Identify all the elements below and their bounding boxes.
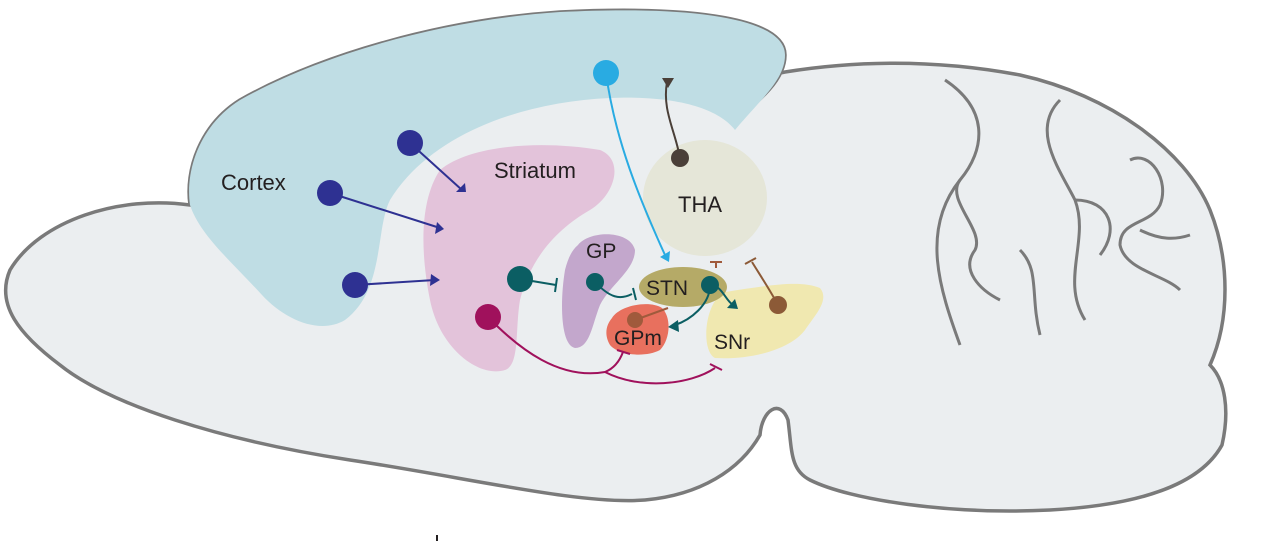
cortical-projections (317, 130, 466, 298)
hyperdirect-projection (593, 60, 670, 262)
cortex-region (189, 10, 786, 326)
tha-region (643, 140, 767, 256)
inhibitory-terminal (554, 277, 558, 293)
arrowhead (662, 78, 674, 88)
snr-label: SNr (714, 331, 750, 354)
arrowhead (430, 274, 440, 286)
snr-to-tha (744, 257, 787, 314)
thalamic-neuron (671, 149, 689, 167)
striatum-to-gp (507, 266, 558, 293)
inhibitory-terminal (709, 363, 723, 371)
cortex-label: Cortex (221, 170, 286, 195)
arrowhead (456, 183, 466, 192)
inhibitory-terminal (744, 257, 757, 265)
gp-region (562, 234, 635, 348)
gp-to-stn (586, 273, 637, 301)
stn-gpm-link (627, 307, 669, 328)
striatum-label: Striatum (494, 158, 576, 183)
snr-neuron (769, 296, 787, 314)
thalamic-projection (662, 78, 689, 167)
cortical-neuron (317, 180, 343, 206)
axon (354, 279, 436, 286)
arrowhead (660, 251, 670, 262)
arrowhead (435, 222, 444, 234)
stn-neuron (701, 276, 719, 294)
stn-label: STN (646, 277, 688, 300)
cerebellum-folds (935, 78, 1191, 346)
striatum-region (423, 145, 615, 372)
gpm-to-tha (710, 261, 722, 268)
inhibitory-terminal (616, 349, 631, 355)
arrowhead (727, 299, 738, 309)
gp-neuron (586, 273, 604, 291)
striatal-neuron-teal (507, 266, 533, 292)
axon (329, 192, 441, 229)
cortical-neuron (342, 272, 368, 298)
gpm-neuron (627, 312, 643, 328)
gp-label: GP (586, 240, 616, 263)
striatal-neuron-magenta (475, 304, 501, 330)
light-blue-neuron (593, 60, 619, 86)
arrowhead (668, 320, 679, 332)
striatum-direct-pathway (475, 304, 723, 385)
stn-region (639, 267, 727, 307)
gpm-region (606, 304, 669, 355)
inhibitory-terminal (632, 287, 637, 301)
bottom-tick (436, 535, 438, 541)
stn-outputs (668, 276, 738, 332)
tha-label: THA (678, 192, 722, 217)
cortical-neuron (397, 130, 423, 156)
gpm-label: GPm (614, 327, 662, 350)
